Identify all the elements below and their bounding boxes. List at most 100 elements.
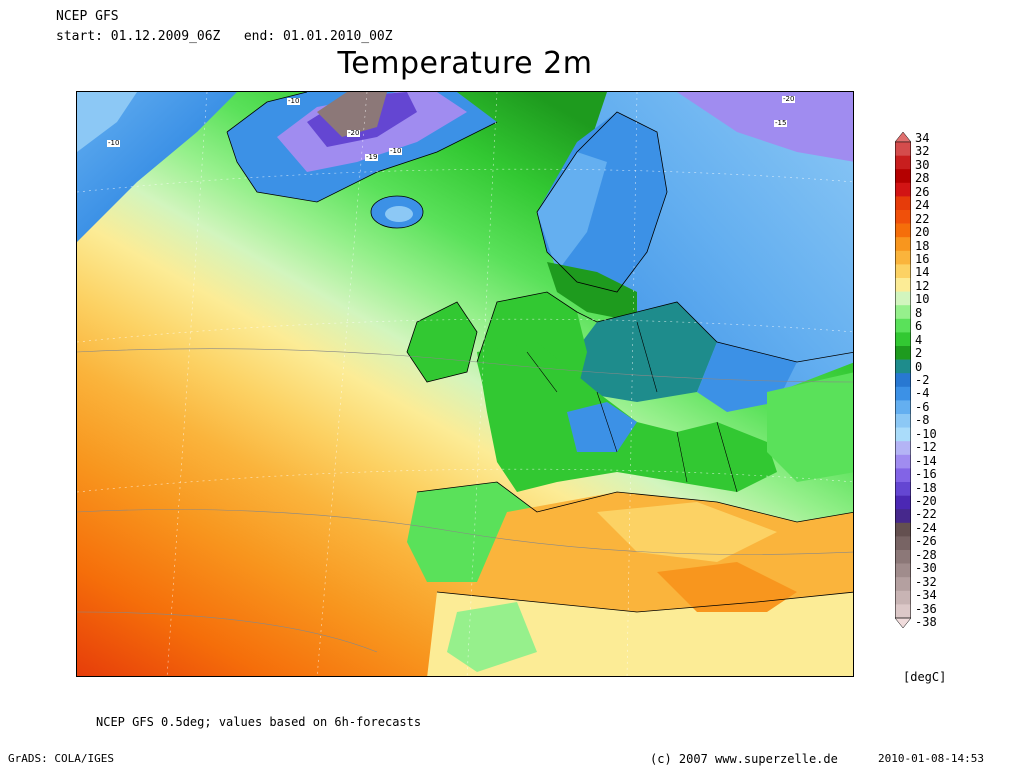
legend-label: 34: [915, 131, 930, 145]
legend-swatch: [895, 223, 911, 238]
legend-label: 4: [915, 332, 923, 347]
legend-swatch: [895, 264, 911, 279]
legend-label: 22: [915, 211, 930, 226]
legend-frame: [895, 141, 911, 619]
black-sea-region: [767, 372, 853, 482]
legend-arrow-top: [895, 132, 911, 143]
map-label-7: -15: [774, 119, 788, 127]
coastline-north-africa: [436, 591, 853, 613]
legend-swatch: [895, 318, 911, 333]
legend-label: -18: [915, 480, 937, 495]
legend-label: -14: [915, 453, 937, 468]
legend-bar: [895, 132, 911, 628]
parallel-lines: [77, 168, 853, 493]
coastline-north-europe: [476, 291, 853, 363]
units-label: [degC]: [903, 670, 947, 684]
legend-swatch: [895, 237, 911, 252]
legend-swatch: [895, 482, 911, 496]
legend-label: -2: [915, 373, 930, 387]
isotherm-1: [77, 348, 853, 383]
legend-swatch: [895, 196, 911, 211]
end-value: 01.01.2010_00Z: [283, 29, 393, 44]
legend-swatch: [895, 604, 911, 619]
legend-label: -16: [915, 467, 937, 482]
legend-label: -32: [915, 574, 937, 589]
map-label-5: -10: [287, 97, 301, 105]
legend-swatch: [895, 427, 911, 442]
legend-swatch: [895, 509, 911, 524]
legend-arrow-bottom: [895, 617, 911, 628]
meridian-lines: [166, 92, 638, 676]
legend-swatch: [895, 495, 911, 510]
end-label: end:: [243, 29, 276, 44]
isotherm-2: [77, 509, 853, 555]
legend-swatch: [895, 359, 911, 374]
legend-label: 26: [915, 184, 930, 199]
legend-label: -24: [915, 520, 937, 535]
copyright: (c) 2007 www.superzelle.de: [650, 752, 838, 766]
software-credit: GrADS: COLA/IGES: [8, 752, 114, 765]
legend-label: -4: [915, 386, 930, 401]
legend-swatch: [895, 441, 911, 456]
legend-label: 8: [915, 305, 923, 320]
southern-scandinavia: [547, 262, 637, 322]
legend-label: 2: [915, 346, 923, 361]
legend-swatch: [895, 278, 911, 292]
coastline-uk: [406, 301, 478, 383]
footnote: NCEP GFS 0.5deg; values based on 6h-fore…: [96, 715, 422, 729]
map-label-2: -20: [347, 129, 361, 137]
legend-label: -36: [915, 601, 937, 616]
coastline-south-europe: [416, 481, 853, 523]
coastline-greenland: [226, 92, 498, 203]
legend-swatch: [895, 142, 911, 156]
legend-swatch: [895, 373, 911, 388]
legend-swatch: [895, 536, 911, 551]
legend-label: -10: [915, 426, 937, 441]
model-name: NCEP GFS: [56, 9, 119, 24]
legend-label: 20: [915, 225, 930, 240]
north-africa: [427, 592, 853, 676]
legend-label: 0: [915, 359, 923, 374]
legend-label: -12: [915, 440, 937, 455]
legend-swatch: [895, 291, 911, 306]
norway-mountains: [537, 152, 607, 272]
legend-swatch: [895, 400, 911, 415]
legend-swatch: [895, 155, 911, 170]
legend-label: 18: [915, 238, 930, 253]
coastline-iceland: [370, 195, 424, 229]
legend-swatch: [895, 454, 911, 469]
legend-swatch: [895, 414, 911, 428]
mediterranean-sea: [597, 502, 777, 562]
legend-swatch: [895, 182, 911, 197]
map-label-1: -10: [107, 139, 121, 147]
legend-label: -20: [915, 494, 937, 508]
legend-label: 14: [915, 265, 930, 280]
greenland-summit: [317, 92, 387, 137]
atlas-mountains: [447, 602, 537, 672]
map-canvas: [77, 92, 853, 676]
map-title: Temperature 2m: [337, 46, 593, 81]
legend-swatch: [895, 169, 911, 184]
country-borders: [526, 321, 738, 493]
temperature-map: -10 -20 -19 -10 -10 -20 -15: [76, 91, 854, 677]
legend-label: -34: [915, 588, 937, 603]
map-label-4: -10: [389, 147, 403, 155]
color-legend: [895, 132, 911, 628]
legend-label: -26: [915, 534, 937, 549]
legend-label: -22: [915, 507, 937, 522]
legend-label: 6: [915, 319, 923, 334]
time-range: start: 01.12.2009_06Z end: 01.01.2010_00…: [56, 30, 393, 43]
legend-label: 10: [915, 292, 930, 307]
legend-swatch: [895, 468, 911, 483]
central-europe-cold: [567, 302, 717, 402]
legend-swatch: [895, 386, 911, 401]
libya-warm: [657, 562, 797, 612]
legend-label: -28: [915, 547, 937, 562]
legend-swatch: [895, 210, 911, 224]
legend-swatch: [895, 250, 911, 265]
legend-label: 28: [915, 171, 930, 186]
start-label: start:: [56, 29, 103, 44]
iceland-core: [385, 206, 413, 222]
legend-label: -6: [915, 399, 930, 414]
legend-label: -30: [915, 561, 937, 576]
